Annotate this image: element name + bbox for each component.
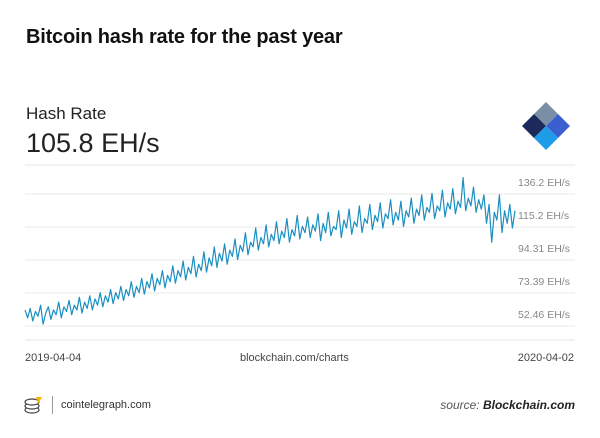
brand-footer: cointelegraph.com — [24, 396, 151, 414]
chart-source-caption: blockchain.com/charts — [240, 352, 349, 364]
y-tick-label: 94.31 EH/s — [518, 243, 570, 255]
y-tick-labels: 136.2 EH/s 115.2 EH/s 94.31 EH/s 73.39 EH/s… — [518, 177, 570, 321]
x-tick-label-end: 2020-04-02 — [517, 352, 574, 364]
brand-separator — [52, 396, 53, 414]
y-tick-label: 136.2 EH/s — [518, 177, 570, 189]
chart-title: Bitcoin hash rate for the past year — [26, 26, 343, 48]
y-tick-label: 73.39 EH/s — [518, 276, 570, 288]
blockchain-logo-icon — [522, 102, 570, 150]
metric-label: Hash Rate — [26, 104, 107, 123]
cointelegraph-logo-icon — [24, 397, 42, 414]
y-tick-label: 115.2 EH/s — [518, 210, 569, 222]
metric-value: 105.8 EH/s — [26, 128, 160, 158]
source-credit: source: Blockchain.com — [440, 398, 575, 412]
hash-rate-series-line — [24, 177, 516, 325]
source-prefix: source: — [440, 398, 480, 412]
source-name: Blockchain.com — [482, 398, 575, 412]
x-tick-label-start: 2019-04-04 — [25, 352, 82, 364]
brand-name[interactable]: cointelegraph.com — [61, 399, 151, 411]
gridlines — [25, 164, 575, 341]
y-tick-label: 52.46 EH/s — [518, 309, 570, 321]
